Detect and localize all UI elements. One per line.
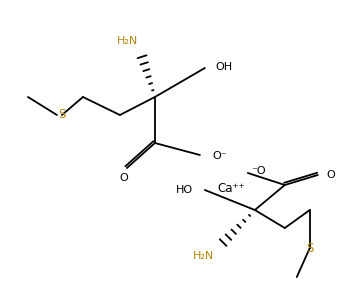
Text: S: S <box>58 108 66 122</box>
Text: H₂N: H₂N <box>193 251 215 261</box>
Text: ⁻O: ⁻O <box>251 166 265 176</box>
Text: O: O <box>327 170 336 180</box>
Text: O: O <box>120 173 128 183</box>
Text: OH: OH <box>216 62 233 72</box>
Text: O⁻: O⁻ <box>213 151 227 161</box>
Text: H₂N: H₂N <box>117 36 139 46</box>
Text: S: S <box>306 241 313 255</box>
Text: HO: HO <box>176 185 193 195</box>
Text: Ca⁺⁺: Ca⁺⁺ <box>218 181 246 195</box>
